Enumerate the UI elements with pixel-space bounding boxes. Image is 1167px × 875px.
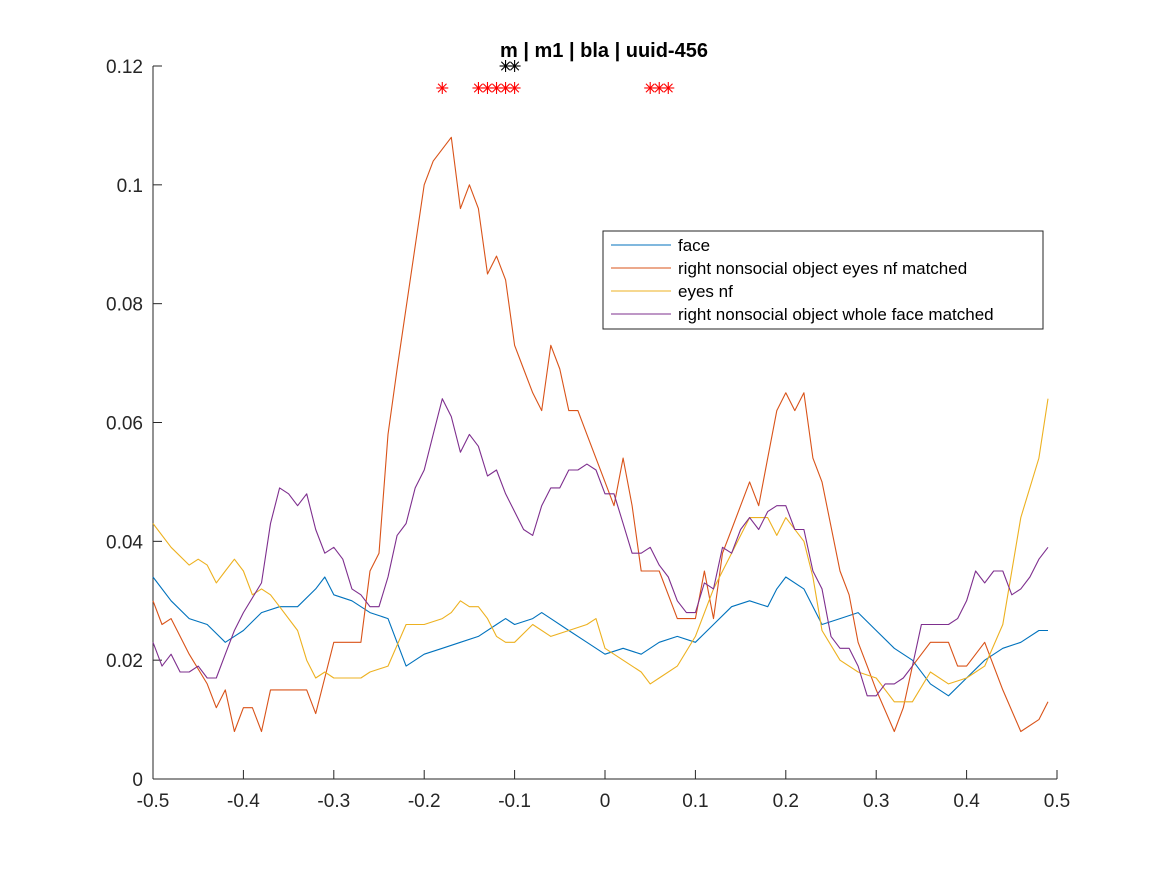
x-tick-label: 0.5: [1044, 791, 1070, 812]
legend-label: right nonsocial object whole face matche…: [678, 305, 994, 324]
x-tick-label: -0.4: [227, 791, 260, 812]
y-tick-label: 0.04: [106, 532, 143, 553]
x-tick-label: 0.3: [863, 791, 889, 812]
significance-marker: [508, 81, 521, 94]
significance-marker: [508, 60, 521, 72]
series-line-4: [152, 398, 1049, 697]
x-tick-label: 0.1: [682, 791, 708, 812]
x-tick-label: 0: [600, 791, 611, 812]
significance-marker: [499, 60, 512, 72]
significance-marker: [662, 81, 675, 94]
y-tick-label: 0.06: [106, 414, 143, 435]
legend-label: eyes nf: [678, 282, 733, 301]
y-tick-label: 0.12: [106, 57, 143, 78]
series-line-1: [152, 576, 1048, 697]
x-tick-label: -0.3: [317, 791, 350, 812]
x-tick-label: 0.4: [953, 791, 980, 812]
series-line-3: [152, 398, 1049, 703]
y-tick-label: 0.1: [117, 176, 143, 197]
y-tick-label: 0.02: [106, 651, 143, 672]
x-tick-label: 0.2: [773, 791, 799, 812]
x-tick-label: -0.5: [137, 791, 170, 812]
legend-label: face: [678, 236, 710, 255]
chart-title: m | m1 | bla | uuid-456: [500, 40, 708, 62]
tick-labels: -0.5 -0.4 -0.3 -0.2 -0.1 0 0.1 0.2 0.3 0.4 0.5 0 0.0…: [106, 57, 1070, 812]
series-layer: [152, 136, 1049, 733]
axes: [152, 65, 1058, 780]
legend: face right nonsocial object eyes nf match…: [602, 230, 1044, 330]
series-line-2: [152, 136, 1049, 733]
y-tick-label: 0: [132, 770, 143, 791]
significance-marker: [653, 81, 666, 94]
x-tick-label: -0.2: [408, 791, 441, 812]
significance-markers: [436, 60, 675, 94]
y-tick-label: 0.08: [106, 295, 143, 316]
x-tick-label: -0.1: [498, 791, 531, 812]
significance-marker: [436, 81, 449, 94]
legend-box: [602, 230, 1044, 330]
legend-label: right nonsocial object eyes nf matched: [678, 259, 967, 278]
